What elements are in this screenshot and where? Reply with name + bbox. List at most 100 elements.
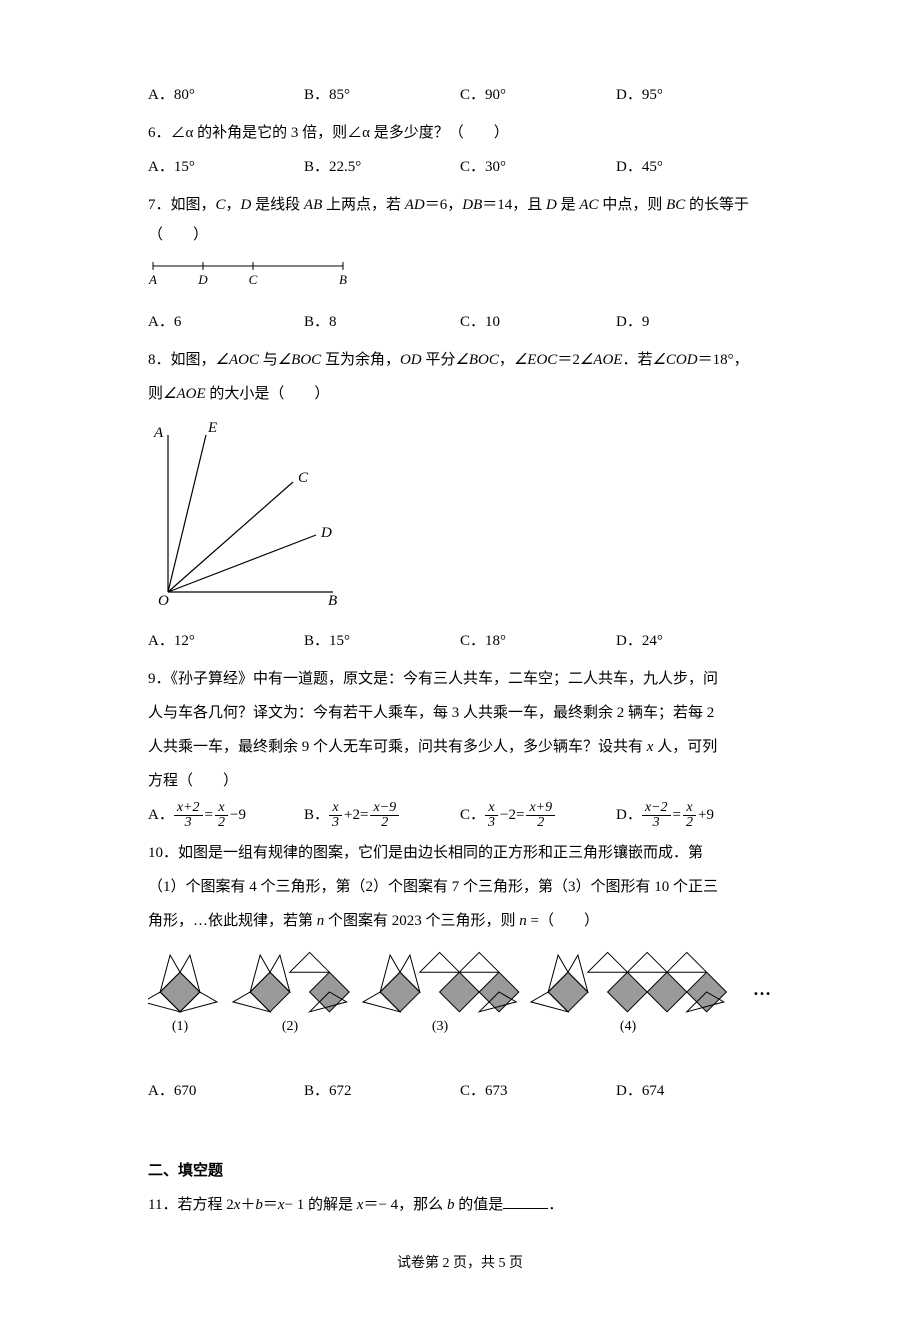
q10-option-a: A．670 [148,1076,304,1106]
q9-option-c: C． x3 −2= x+92 [460,800,616,830]
q5-option-d: D．95° [616,80,772,110]
q7-txt3: 是线段 [251,197,304,213]
q10-t3a: 角形，…依此规律，若第 [148,913,317,929]
q10-option-b: B．672 [304,1076,460,1106]
q8-t10: 的大小是（ ） [206,386,330,402]
q8-od: OD [400,352,422,368]
q9-c-prefix: C． [460,800,485,830]
q6-text: 6．∠α 的补角是它的 3 倍，则∠α 是多少度？（ ） [148,118,772,148]
svg-text:A: A [153,425,164,441]
q5-options: A．80° B．85° C．90° D．95° [148,80,772,110]
q9-a-prefix: A． [148,800,174,830]
q7-diagram: A D C B [148,258,772,299]
q7-var-ab: AB [304,197,322,213]
q8-line2: 则∠AOE 的大小是（ ） [148,379,772,409]
angle-rays-svg: A E C D O B [148,417,343,607]
svg-text:B: B [339,272,347,287]
svg-text:(1): (1) [172,1019,189,1034]
q8-options: A．12° B．15° C．18° D．24° [148,626,772,656]
q10-text1: 10．如图是一组有规律的图案，它们是由边长相同的正方形和正三角形镶嵌而成．第 [148,838,772,868]
q10-t3b: 个图案有 2023 个三角形，则 [324,913,519,929]
q9-options: A． x+23 = x2 −9 B． x3 +2= x−92 C． x3 −2=… [148,800,772,830]
svg-text:O: O [158,593,169,607]
q8-t9: 则 [148,386,163,402]
line-segment-svg: A D C B [148,258,348,288]
q8-option-c: C．18° [460,626,616,656]
q7-var-bc: BC [666,197,685,213]
q9-text4: 方程（ ） [148,766,772,796]
q6-option-a: A．15° [148,152,304,182]
q11-x2: x [278,1197,285,1213]
q10-diagram: (1) (2) (3) (4) … [148,950,772,1046]
svg-text:D: D [197,272,208,287]
q8-diagram: A E C D O B [148,417,772,618]
q9-text1: 9．《孙子算经》中有一道题，原文是：今有三人共车，二车空；二人共车，九人步，问 [148,664,772,694]
svg-text:(2): (2) [282,1019,299,1034]
q10-option-c: C．673 [460,1076,616,1106]
q9-d-eq: x−23 = x2 +9 [642,800,714,830]
q11-p2: ＋ [240,1197,255,1213]
q8-aoc: ∠AOC [216,352,259,368]
q8-cod: ∠COD [652,352,697,368]
q10-text2: （1）个图案有 4 个三角形，第（2）个图案有 7 个三角形，第（3）个图形有 … [148,872,772,902]
q9-option-d: D． x−23 = x2 +9 [616,800,772,830]
q7-var-c: C [216,197,226,213]
q9-text2: 人与车各几何？译文为：今有若干人乘车，每 3 人共乘一车，最终剩余 2 辆车；若… [148,698,772,728]
q7-txt2: ， [226,197,241,213]
q11-blank [503,1194,548,1209]
q6-option-d: D．45° [616,152,772,182]
q9-t3a: 人共乘一车，最终剩余 9 个人无车可乘，问共有多少人，多少辆车？设共有 [148,739,647,755]
q5-option-a: A．80° [148,80,304,110]
q7-txt6: ＝14，且 [482,197,546,213]
q5-option-c: C．90° [460,80,616,110]
q6-options: A．15° B．22.5° C．30° D．45° [148,152,772,182]
q7-txt4: 上两点，若 [322,197,405,213]
q7-var-ad: AD [405,197,425,213]
q8-t1: 8．如图， [148,352,216,368]
q7-option-a: A．6 [148,307,304,337]
q7-option-d: D．9 [616,307,772,337]
page-footer: 试卷第 2 页，共 5 页 [148,1250,772,1278]
q11-p7: ． [548,1197,563,1213]
q9-b-eq: x3 +2= x−92 [329,800,399,830]
svg-text:(3): (3) [432,1019,449,1034]
pattern-svg: (1) (2) (3) (4) … [148,950,778,1035]
q10-options: A．670 B．672 C．673 D．674 [148,1076,772,1106]
q9-text3: 人共乘一车，最终剩余 9 个人无车可乘，问共有多少人，多少辆车？设共有 x 人，… [148,732,772,762]
q8-eoc: ∠EOC [514,352,557,368]
q9-c-eq: x3 −2= x+92 [485,800,555,830]
q11-p6: 的值是 [454,1197,503,1213]
q8-option-a: A．12° [148,626,304,656]
q8-t7: ．若 [622,352,652,368]
q11-p3: ＝ [263,1197,278,1213]
q9-b-prefix: B． [304,800,329,830]
q9-option-b: B． x3 +2= x−92 [304,800,460,830]
q7-txt5: ＝6， [425,197,463,213]
q8-t6: ＝2 [557,352,580,368]
svg-text:C: C [298,470,309,486]
q7-var-ac: AC [579,197,598,213]
q8-t4: 平分 [422,352,456,368]
q7-var-db: DB [462,197,482,213]
svg-text:A: A [148,272,157,287]
q7-txt8: 中点，则 [599,197,667,213]
q8-t3: 互为余角， [321,352,400,368]
q7-var-d: D [241,197,252,213]
q8-t8: ＝18°， [698,352,749,368]
q9-a-eq: x+23 = x2 −9 [174,800,246,830]
q7-var-d2: D [546,197,557,213]
svg-text:D: D [320,525,332,541]
svg-text:C: C [249,272,258,287]
q11-p1: 11．若方程 2 [148,1197,234,1213]
q6-option-c: C．30° [460,152,616,182]
q8-t5: ， [499,352,514,368]
q6-option-b: B．22.5° [304,152,460,182]
q8-t2: 与 [259,352,278,368]
q8-option-d: D．24° [616,626,772,656]
q7-option-c: C．10 [460,307,616,337]
q8-option-b: B．15° [304,626,460,656]
q8-aoe: ∠AOE [580,352,623,368]
q5-option-b: B．85° [304,80,460,110]
section-2-heading: 二、填空题 [148,1156,772,1186]
q7-txt7: 是 [557,197,580,213]
